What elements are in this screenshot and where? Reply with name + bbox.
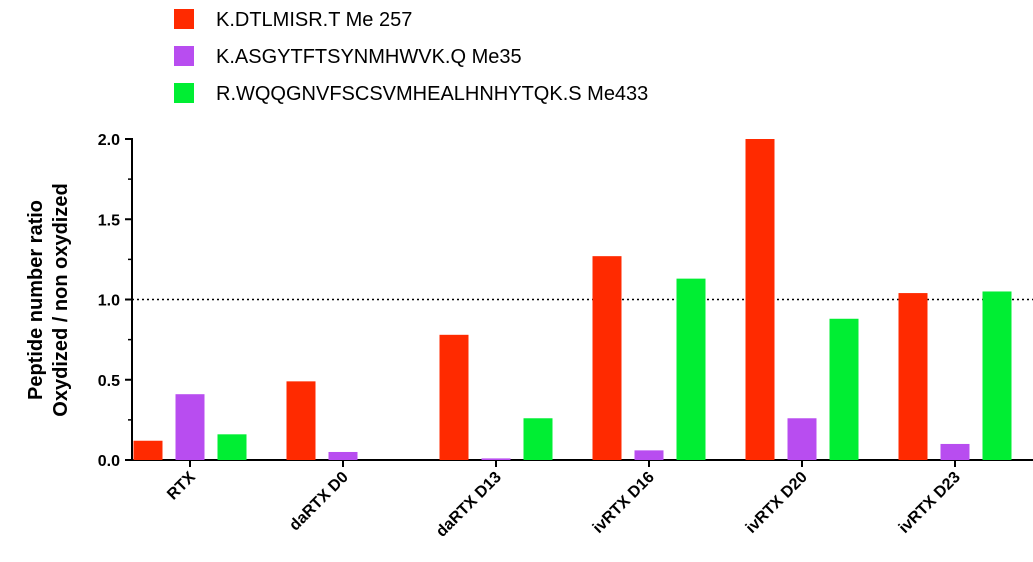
x-tick-label: ivRTX D23 (896, 469, 964, 537)
y-tick-label: 2.0 (98, 132, 120, 149)
x-tick-label: daRTX D13 (433, 469, 505, 541)
bar (787, 418, 817, 460)
bar (898, 293, 928, 460)
bar (175, 394, 205, 460)
bars (133, 139, 1012, 460)
legend-swatch (174, 46, 194, 66)
bar (217, 434, 247, 460)
bar (829, 318, 859, 460)
bar (328, 451, 358, 460)
y-axis-title: Peptide number ratio Oxydized / non oxyd… (25, 183, 72, 416)
bar (592, 256, 622, 460)
legend-swatch (174, 9, 194, 29)
legend: K.DTLMISR.T Me 257 K.ASGYTFTSYNMHWVK.Q Me… (174, 9, 648, 105)
y-axis-title-line-1: Peptide number ratio (25, 200, 47, 400)
x-tick-label: daRTX D0 (286, 469, 352, 535)
legend-label: R.WQQGNVFSCSVMHEALHNHYTQK.S Me433 (216, 83, 648, 105)
y-tick-label: 1.0 (98, 293, 120, 310)
y-tick-label: 0.0 (98, 453, 120, 470)
legend-swatch (174, 83, 194, 103)
x-tick-labels: RTX daRTX D0 daRTX D13 ivRTX D16 ivRTX D20 iv… (164, 460, 964, 541)
bar (439, 334, 469, 460)
x-tick-label: RTX (164, 469, 199, 504)
bar (982, 291, 1012, 460)
bar (676, 278, 706, 460)
bar (523, 418, 553, 460)
bar (940, 443, 970, 460)
bar (634, 450, 664, 460)
x-tick-label: ivRTX D20 (743, 469, 811, 537)
legend-label: K.ASGYTFTSYNMHWVK.Q Me35 (216, 46, 522, 68)
axes: 0.0 0.5 1.0 1.5 2.0 (98, 132, 1033, 470)
y-tick-label: 1.5 (98, 212, 120, 229)
y-axis-title-line-2: Oxydized / non oxydized (50, 183, 72, 416)
bar (745, 139, 775, 460)
bar (133, 440, 163, 460)
legend-label: K.DTLMISR.T Me 257 (216, 9, 412, 31)
bar (481, 458, 511, 460)
y-tick-label: 0.5 (98, 373, 120, 390)
bar (286, 381, 316, 460)
x-tick-label: ivRTX D16 (590, 469, 658, 537)
